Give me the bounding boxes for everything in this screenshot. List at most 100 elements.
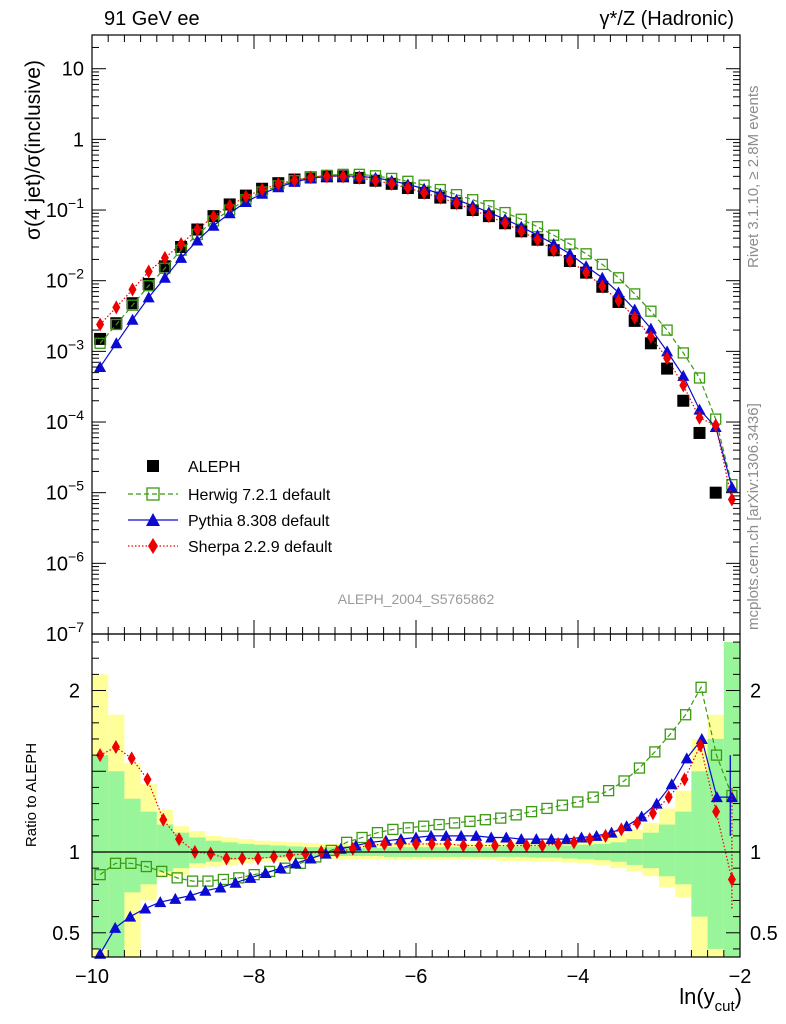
sherpa-point <box>679 378 688 393</box>
band-green-bin <box>691 771 708 917</box>
ratio-y-axis-label: Ratio to ALEPH <box>23 743 40 847</box>
pythia-ratio-point <box>500 831 513 843</box>
band-green-bin <box>642 832 659 869</box>
herwig-ratio-point <box>695 681 707 693</box>
sherpa-ratio-point <box>617 822 626 837</box>
sherpa-point <box>614 293 623 308</box>
herwig-ratio-point <box>618 775 630 787</box>
sherpa-point <box>209 209 218 224</box>
herwig-ratio-point <box>94 868 106 881</box>
band-green-bin <box>124 798 141 893</box>
herwig-ratio-point <box>479 814 491 826</box>
sherpa-point <box>339 169 348 184</box>
pythia-point <box>612 286 625 298</box>
sherpa-point <box>517 224 526 239</box>
herwig-ratio-point <box>202 875 214 887</box>
aleph-point <box>693 426 706 439</box>
energy-label: 91 GeV ee <box>104 8 200 30</box>
aleph-point <box>110 317 123 330</box>
sherpa-ratio-point <box>175 832 184 847</box>
sherpa-ratio-point <box>585 832 594 847</box>
sherpa-point <box>371 173 380 188</box>
pythia-ratio-point <box>575 831 588 843</box>
band-green-bin <box>140 811 157 885</box>
pythia-point <box>644 322 657 334</box>
sherpa-point <box>711 418 720 433</box>
pythia-ratio-point <box>680 752 693 764</box>
pythia-ratio-point <box>545 833 558 845</box>
sherpa-ratio-point <box>459 838 468 853</box>
herwig-point <box>94 337 106 349</box>
herwig-ratio-point <box>680 709 692 721</box>
ratio-frame <box>91 633 741 958</box>
sherpa-ratio-point <box>96 748 105 763</box>
herwig-ratio-point <box>464 815 476 827</box>
sherpa-point <box>501 216 510 231</box>
herwig-ratio-point <box>186 875 199 887</box>
x-tick-label: −2 <box>729 966 752 988</box>
sherpa-ratio-point <box>380 836 389 851</box>
sherpa-point <box>452 196 461 211</box>
mcplots-label: mcplots.cern.ch [arXiv:1306.3436] <box>745 403 762 630</box>
y-tick-label: 10−2 <box>46 266 84 293</box>
sherpa-ratio-point <box>490 838 499 853</box>
pythia-point <box>677 369 690 381</box>
sherpa-point <box>177 237 186 252</box>
pythia-ratio-point <box>470 829 483 841</box>
y-tick-label: 10−3 <box>46 336 84 363</box>
sherpa-point <box>160 250 169 265</box>
pythia-ratio-point <box>304 852 317 864</box>
sherpa-ratio-point <box>601 828 610 843</box>
aleph-point <box>126 297 139 310</box>
sherpa-point <box>630 310 639 325</box>
herwig-ratio-point <box>649 746 661 758</box>
aleph-point <box>142 277 155 290</box>
herwig-ratio-point <box>433 818 445 831</box>
sherpa-ratio-point <box>712 804 721 819</box>
axis-ticks: −10 −8 −6 −4 −2 10−7 10−6 10−5 10−4 10−3 10−2 10−1 1… <box>46 34 778 988</box>
sherpa-point <box>241 189 250 204</box>
sherpa-ratio-point <box>396 836 405 851</box>
legend: ALEPH Herwig 7.2.1 default Pythia 8.308 de… <box>128 459 333 556</box>
pythia-ratio-point <box>124 910 137 922</box>
y-tick-label: 10−6 <box>46 548 84 575</box>
pythia-point <box>158 271 171 283</box>
pythia-ratio-point <box>274 862 287 874</box>
pythia-ratio-point <box>214 881 227 893</box>
y-tick-label: 10−1 <box>46 195 84 222</box>
pythia-ratio-point <box>455 829 468 841</box>
sherpa-point <box>663 351 672 366</box>
sherpa-ratio-point <box>680 772 689 787</box>
herwig-ratio-point <box>109 857 122 869</box>
ratio-y-tick-label-right: 1 <box>750 842 761 864</box>
band-green-bin <box>659 824 676 877</box>
herwig-ratio-point <box>418 820 430 832</box>
band-green-bin <box>675 811 692 885</box>
herwig-ratio-point <box>510 809 522 821</box>
sherpa-ratio-point <box>427 836 436 851</box>
herwig-point <box>110 318 122 331</box>
herwig-ratio-point <box>371 826 384 839</box>
pythia-ratio-point <box>725 791 738 803</box>
pythia-point <box>175 251 188 263</box>
sherpa-ratio-point <box>254 851 263 866</box>
sherpa-point <box>112 300 121 315</box>
herwig-ratio-point <box>710 749 723 761</box>
x-axis-label-main: ln(y <box>679 984 714 1009</box>
sherpa-ratio-point <box>364 838 373 853</box>
sherpa-ratio-point <box>269 849 278 864</box>
sherpa-ratio-point <box>633 815 642 830</box>
sherpa-point <box>598 279 607 294</box>
pythia-ratio-point <box>425 829 438 841</box>
sherpa-ratio-point <box>206 846 215 861</box>
herwig-ratio-point <box>587 791 599 803</box>
sherpa-ratio-point <box>522 838 531 853</box>
herwig-ratio-point <box>140 860 152 873</box>
herwig-point <box>629 288 641 300</box>
herwig-ratio-point <box>664 728 676 740</box>
ratio-y-tick-label: 1 <box>69 842 80 864</box>
herwig-ratio-line <box>99 685 733 882</box>
pythia-point <box>126 313 139 325</box>
herwig-point <box>661 324 673 336</box>
sherpa-point <box>258 182 267 197</box>
